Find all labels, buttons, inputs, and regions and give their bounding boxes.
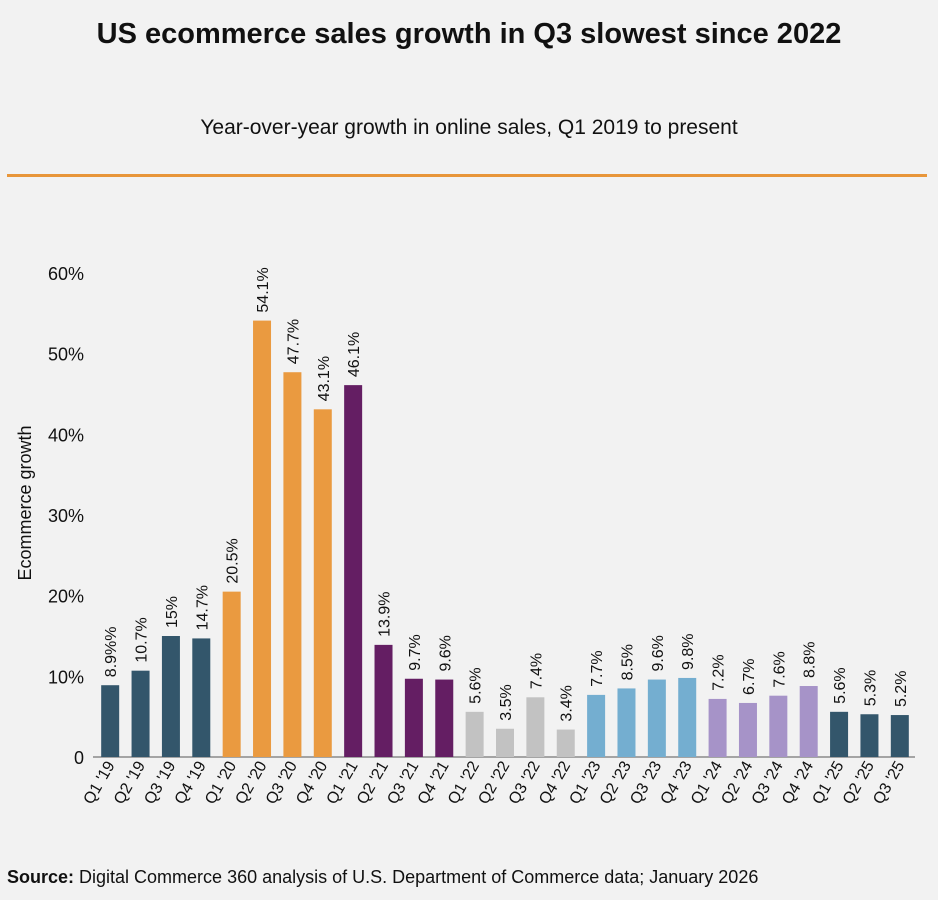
x-tick-label: Q3 '25: [870, 758, 908, 807]
chart-subtitle: Year-over-year growth in online sales, Q…: [200, 116, 738, 139]
y-axis-label: Ecommerce growth: [15, 425, 35, 580]
bar: [678, 677, 697, 757]
x-tick-label: Q4 '21: [415, 758, 453, 807]
x-tick-label: Q1 '24: [688, 758, 726, 807]
bar: [617, 688, 636, 757]
x-tick-label: Q1 '22: [445, 758, 483, 807]
x-tick-label: Q4 '20: [293, 758, 331, 807]
y-tick-label: 30%: [48, 506, 84, 526]
data-label: 7.4%: [528, 653, 545, 689]
data-label: 14.7%: [194, 585, 211, 630]
data-label: 9.8%: [680, 633, 697, 669]
data-label: 54.1%: [255, 267, 272, 312]
data-label: 8.9%%: [103, 627, 120, 678]
data-label: 3.5%: [498, 684, 515, 720]
bar: [344, 385, 363, 757]
bar: [556, 729, 575, 757]
x-tick-label: Q3 '20: [263, 758, 301, 807]
x-tick-label: Q1 '20: [202, 758, 240, 807]
y-tick-label: 50%: [48, 345, 84, 365]
x-tick-label: Q4 '22: [536, 758, 574, 807]
bars-group: [101, 320, 909, 757]
x-tick-label: Q1 '19: [81, 758, 119, 807]
bar: [738, 702, 757, 757]
source-label: Source:: [7, 867, 75, 887]
y-tick-label: 20%: [48, 587, 84, 607]
x-tick-label: Q3 '23: [627, 758, 665, 807]
x-tick-label: Q4 '23: [658, 758, 696, 807]
bar: [890, 715, 909, 757]
bar: [587, 694, 606, 757]
data-label: 47.7%: [285, 319, 302, 364]
bar: [161, 636, 180, 757]
source-note: Source: Digital Commerce 360 analysis of…: [7, 867, 758, 888]
x-tick-label: Q2 '22: [475, 758, 513, 807]
data-label: 43.1%: [316, 356, 333, 401]
x-tick-label: Q2 '20: [232, 758, 270, 807]
x-tick-label: Q3 '24: [749, 758, 787, 807]
data-label: 9.6%: [437, 635, 454, 671]
bar: [647, 679, 666, 757]
source-text: Digital Commerce 360 analysis of U.S. De…: [74, 867, 759, 887]
x-tick-label: Q2 '21: [354, 758, 392, 807]
x-tick-label: Q1 '25: [809, 758, 847, 807]
x-tick-label: Q4 '19: [172, 758, 210, 807]
data-label: 9.6%: [650, 635, 667, 671]
data-label: 9.7%: [407, 634, 424, 670]
bar: [526, 697, 545, 757]
bar: [222, 591, 241, 757]
x-tick-label: Q2 '19: [111, 758, 149, 807]
bar: [313, 409, 332, 757]
data-label: 5.2%: [893, 671, 910, 707]
bar: [799, 686, 818, 757]
x-tick-label: Q3 '21: [384, 758, 422, 807]
x-tick-label: Q1 '23: [567, 758, 605, 807]
x-tick-label: Q1 '21: [324, 758, 362, 807]
data-label: 10.7%: [134, 617, 151, 662]
bar: [860, 714, 879, 757]
value-labels-group: 8.9%% 10.7% 15% 14.7% 20.5% 54.1% 47.7% 43.1% 46…: [103, 267, 910, 721]
y-tick-label: 0: [74, 748, 84, 768]
data-label: 7.6%: [771, 651, 788, 687]
y-tick-label: 60%: [48, 264, 84, 284]
x-tick-label: Q2 '24: [718, 758, 756, 807]
bar: [404, 678, 423, 757]
bar: [283, 372, 302, 757]
bar: [769, 695, 788, 757]
accent-rule: [7, 174, 927, 177]
bar: [131, 670, 150, 757]
bar: [253, 320, 272, 757]
y-axis-ticks: 0 10% 20% 30% 40% 50% 60%: [48, 264, 84, 768]
bar: [435, 679, 454, 757]
bar: [465, 711, 484, 757]
y-tick-label: 10%: [48, 667, 84, 687]
data-label: 5.6%: [468, 667, 485, 703]
data-label: 46.1%: [346, 332, 363, 377]
bar: [192, 638, 211, 757]
data-label: 7.2%: [711, 654, 728, 690]
x-tick-label: Q2 '23: [597, 758, 635, 807]
data-label: 15%: [164, 596, 181, 628]
chart-title: US ecommerce sales growth in Q3 slowest …: [96, 18, 842, 50]
bar: [101, 685, 120, 757]
data-label: 20.5%: [225, 538, 242, 583]
x-tick-label: Q3 '19: [141, 758, 179, 807]
data-label: 7.7%: [589, 650, 606, 686]
x-tick-label: Q4 '24: [779, 758, 817, 807]
data-label: 8.5%: [619, 644, 636, 680]
bar: [374, 644, 393, 757]
y-tick-label: 40%: [48, 425, 84, 445]
bar: [708, 698, 727, 757]
bar: [830, 711, 849, 757]
data-label: 5.6%: [832, 667, 849, 703]
data-label: 13.9%: [377, 591, 394, 636]
x-tick-label: Q2 '25: [840, 758, 878, 807]
data-label: 6.7%: [741, 658, 758, 694]
x-tick-label: Q3 '22: [506, 758, 544, 807]
bar: [496, 728, 514, 757]
data-label: 8.8%: [802, 642, 819, 678]
data-label: 3.4%: [559, 685, 576, 721]
data-label: 5.3%: [862, 670, 879, 706]
